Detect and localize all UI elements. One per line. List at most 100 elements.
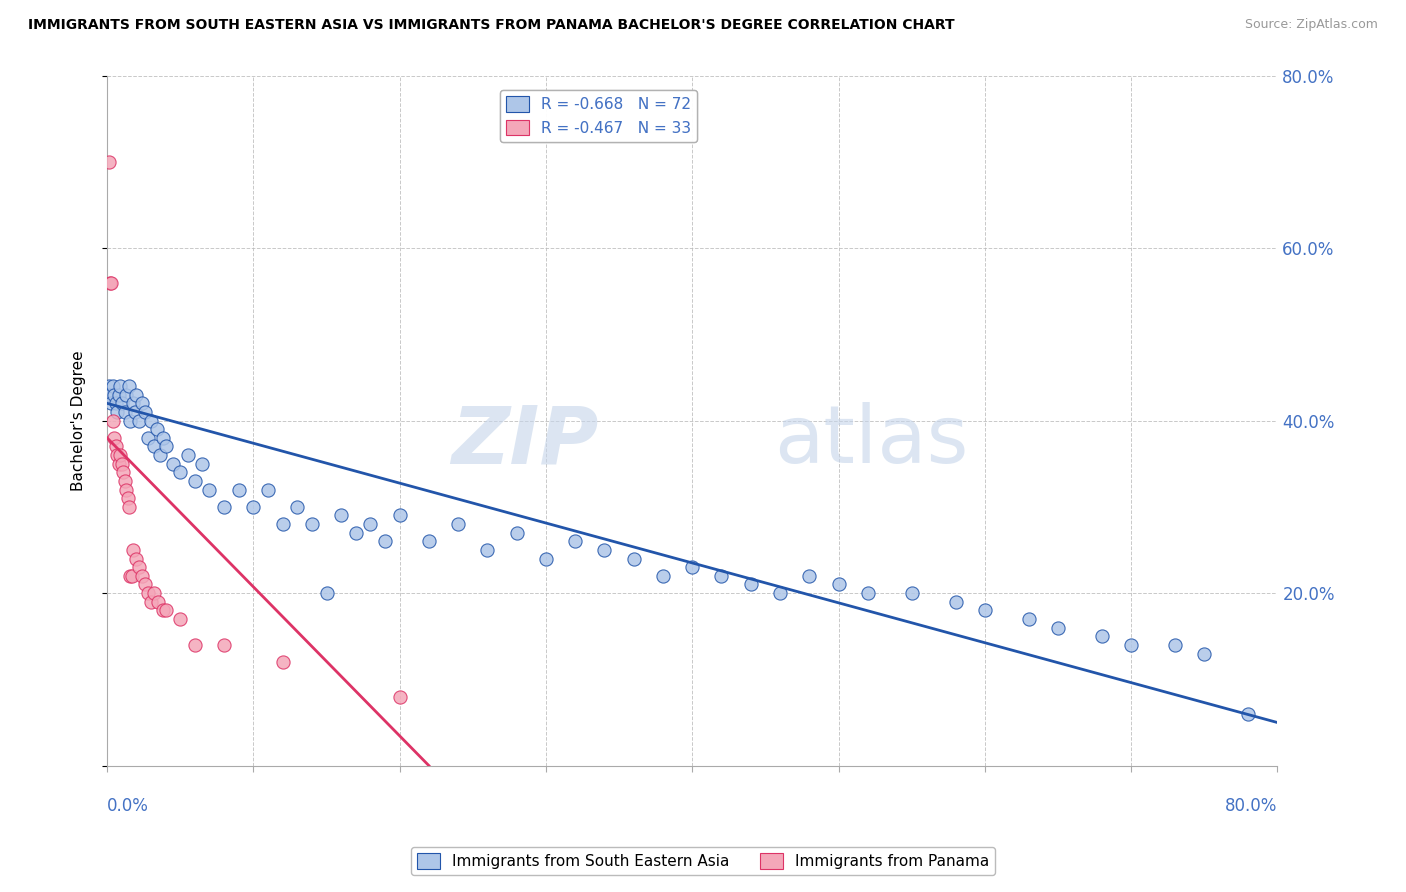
Point: [114, 474, 136, 488]
Point: [98, 387, 121, 401]
Point: [769, 586, 792, 600]
Point: [111, 396, 134, 410]
Text: ZIP: ZIP: [451, 402, 599, 480]
Text: 80.0%: 80.0%: [1225, 797, 1278, 814]
Point: [740, 577, 762, 591]
Point: [271, 517, 294, 532]
Point: [128, 560, 150, 574]
Point: [107, 387, 129, 401]
Point: [198, 483, 221, 497]
Point: [146, 422, 169, 436]
Point: [122, 543, 145, 558]
Point: [623, 551, 645, 566]
Point: [131, 396, 153, 410]
Point: [98, 276, 121, 290]
Point: [100, 276, 122, 290]
Point: [131, 569, 153, 583]
Point: [134, 405, 156, 419]
Point: [120, 414, 142, 428]
Point: [139, 595, 162, 609]
Point: [418, 534, 440, 549]
Point: [121, 569, 143, 583]
Point: [228, 483, 250, 497]
Text: 0.0%: 0.0%: [107, 797, 149, 814]
Point: [477, 543, 499, 558]
Point: [1164, 638, 1187, 652]
Point: [315, 586, 337, 600]
Point: [136, 586, 159, 600]
Point: [136, 431, 159, 445]
Point: [1018, 612, 1040, 626]
Point: [191, 457, 214, 471]
Point: [564, 534, 586, 549]
Point: [212, 500, 235, 514]
Point: [447, 517, 470, 532]
Point: [681, 560, 703, 574]
Text: Source: ZipAtlas.com: Source: ZipAtlas.com: [1244, 18, 1378, 31]
Point: [134, 577, 156, 591]
Point: [710, 569, 733, 583]
Point: [169, 612, 191, 626]
Point: [105, 448, 128, 462]
Point: [142, 440, 165, 454]
Point: [152, 603, 174, 617]
Point: [152, 431, 174, 445]
Point: [176, 448, 198, 462]
Point: [359, 517, 381, 532]
Point: [110, 379, 132, 393]
Point: [973, 603, 995, 617]
Point: [103, 431, 125, 445]
Point: [593, 543, 616, 558]
Point: [242, 500, 264, 514]
Point: [301, 517, 323, 532]
Point: [142, 586, 165, 600]
Point: [1119, 638, 1142, 652]
Point: [149, 448, 172, 462]
Point: [118, 500, 141, 514]
Y-axis label: Bachelor's Degree: Bachelor's Degree: [72, 351, 86, 491]
Point: [115, 483, 138, 497]
Point: [117, 491, 139, 506]
Point: [374, 534, 396, 549]
Point: [112, 466, 135, 480]
Point: [155, 440, 177, 454]
Point: [114, 405, 136, 419]
Point: [1194, 647, 1216, 661]
Point: [856, 586, 879, 600]
Point: [827, 577, 849, 591]
Point: [162, 457, 184, 471]
Point: [285, 500, 308, 514]
Text: atlas: atlas: [775, 402, 969, 480]
Point: [184, 638, 207, 652]
Point: [900, 586, 922, 600]
Point: [1046, 621, 1069, 635]
Point: [945, 595, 967, 609]
Point: [330, 508, 353, 523]
Point: [110, 448, 132, 462]
Legend: Immigrants from South Eastern Asia, Immigrants from Panama: Immigrants from South Eastern Asia, Immi…: [411, 847, 995, 875]
Point: [139, 414, 162, 428]
Text: IMMIGRANTS FROM SOUTH EASTERN ASIA VS IMMIGRANTS FROM PANAMA BACHELOR'S DEGREE C: IMMIGRANTS FROM SOUTH EASTERN ASIA VS IM…: [28, 18, 955, 32]
Point: [388, 690, 411, 704]
Point: [652, 569, 675, 583]
Point: [97, 154, 120, 169]
Point: [128, 414, 150, 428]
Point: [344, 525, 367, 540]
Point: [104, 396, 127, 410]
Point: [111, 457, 134, 471]
Point: [101, 414, 124, 428]
Point: [97, 379, 120, 393]
Point: [125, 551, 148, 566]
Point: [104, 440, 127, 454]
Point: [169, 466, 191, 480]
Point: [184, 474, 207, 488]
Point: [107, 457, 129, 471]
Point: [103, 387, 125, 401]
Point: [118, 379, 141, 393]
Point: [148, 595, 170, 609]
Point: [125, 387, 148, 401]
Point: [100, 396, 122, 410]
Legend: R = -0.668   N = 72, R = -0.467   N = 33: R = -0.668 N = 72, R = -0.467 N = 33: [501, 90, 697, 142]
Point: [122, 396, 145, 410]
Point: [388, 508, 411, 523]
